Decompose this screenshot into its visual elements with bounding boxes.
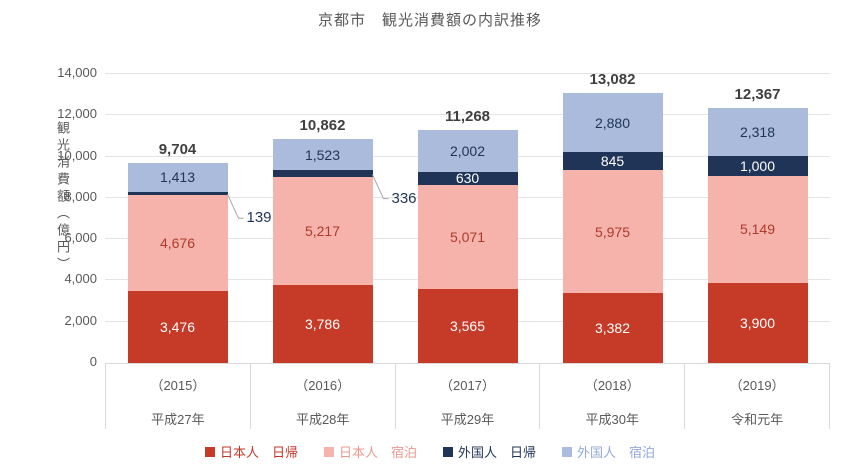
bar-segment-value: 5,071 [449,229,486,246]
chart-legend: 日本人 日帰 日本人 宿泊 外国人 日帰 外国人 宿泊 [0,442,860,461]
bar-segment: 5,217 [272,177,373,285]
bar-segment-value: 5,975 [594,223,631,240]
bar-segment: 5,975 [562,169,663,294]
bar-segment: 1,413 [127,162,228,192]
callout-value-label: 336 [391,189,417,207]
gridline [105,114,830,116]
callout-value-label: 139 [246,209,272,227]
legend-swatch [443,446,453,457]
bar-segment-value: 2,002 [449,143,486,160]
category-label-era: 令和元年 [731,412,784,427]
legend-item: 外国人 宿泊 [562,442,655,461]
bar-total-label: 12,367 [734,85,781,103]
bar-segment-value: 845 [600,153,625,170]
y-tick-label: 10,000 [57,147,97,163]
legend-label: 日本人 日帰 [219,445,298,460]
chart-title: 京都市 観光消費額の内訳推移 [317,12,542,29]
category-cell: （2019） 令和元年 [685,364,830,429]
bar-segment: 1,000 [707,155,808,177]
bar-column: 3,476 4,676 1,413 [127,162,228,363]
bar-column: 3,900 5,149 1,000 2,318 [707,107,808,363]
bar-total-label: 11,268 [444,108,491,126]
bar-total-label: 10,862 [299,116,346,134]
bar-segment: 2,002 [417,130,518,172]
bar-segment-value: 5,217 [304,223,341,240]
x-axis-category-labels: （2015） 平成27年 （2016） 平成28年 （2017） 平成29年 （2018） 平… [105,363,830,429]
category-label-year: （2019） [729,378,785,393]
bar-segment: 5,071 [417,184,518,290]
bar-segment-value: 2,880 [594,114,631,131]
bar-segment-value: 5,149 [739,221,776,238]
legend-label: 外国人 宿泊 [577,445,656,460]
y-tick-label: 2,000 [64,312,97,328]
bar-segment [272,170,373,178]
bar-total-label: 9,704 [158,140,197,158]
y-axis-title: 観光消費額（億円） [55,121,70,274]
bar-segment: 3,900 [707,282,808,363]
category-label-year: （2015） [150,378,206,393]
y-tick-label: 8,000 [64,188,97,204]
bar-segment: 1,523 [272,138,373,171]
bar-segment-value: 4,676 [159,234,196,251]
callout-leader-line [372,174,389,200]
category-label-year: （2016） [295,378,351,393]
bar-total-label: 13,082 [589,70,636,88]
bar-segment: 845 [562,152,663,170]
bar-segment-value: 3,476 [159,319,196,336]
bar-segment: 630 [417,170,518,187]
bar-segment: 4,676 [127,194,228,292]
legend-item: 日本人 日帰 [204,442,298,461]
bar-segment: 3,382 [562,293,663,363]
category-cell: （2016） 平成28年 [251,364,396,429]
bar-segment-value: 3,382 [594,320,631,337]
y-tick-label: 6,000 [64,230,97,246]
bar-segment-value: 3,900 [739,314,776,331]
bar-column: 3,565 5,071 630 2,002 [417,130,518,363]
bar-segment [127,191,228,195]
legend-swatch [562,446,573,457]
category-label-era: 平成28年 [295,412,350,427]
category-label-year: （2017） [440,378,495,393]
legend-swatch [323,446,334,457]
y-tick-label: 4,000 [64,271,97,287]
bar-segment-value: 1,523 [304,146,341,163]
bar-segment: 5,149 [707,176,808,283]
callout-leader-line [227,194,244,219]
bar-segment-value: 630 [455,170,480,187]
legend-swatch [204,446,215,457]
bar-segment: 2,318 [707,107,808,156]
legend-item: 日本人 宿泊 [323,442,417,461]
category-cell: （2017） 平成29年 [396,364,541,429]
y-tick-label: 0 [89,354,97,369]
gridline [105,73,830,74]
legend-label: 外国人 日帰 [458,445,537,460]
category-label-era: 平成29年 [440,412,495,427]
plot-area: 139 3,476 4,676 1,413 9,704 336 3,786 5,217 1,52… [105,70,830,363]
category-label-era: 平成30年 [585,412,640,427]
bar-segment-value: 3,786 [304,315,341,332]
category-label-era: 平成27年 [151,412,205,427]
bar-segment: 2,880 [562,92,663,153]
category-label-year: （2018） [584,378,640,393]
bar-segment: 3,565 [417,289,518,363]
bar-segment-value: 1,413 [159,169,196,186]
bar-segment-value: 2,318 [739,123,776,140]
category-cell: （2015） 平成27年 [105,364,251,429]
legend-label: 日本人 宿泊 [338,445,417,460]
y-tick-label: 14,000 [57,65,97,80]
y-axis-tick-labels: 0 2,000 4,000 6,000 8,000 10,000 12,000 14,000 [0,65,97,369]
bar-column: 3,786 5,217 1,523 [272,138,373,363]
bar-segment: 3,786 [272,284,373,363]
category-cell: （2018） 平成30年 [540,364,686,429]
bar-segment-value: 3,565 [449,318,486,335]
bar-segment: 3,476 [127,291,228,363]
legend-item: 外国人 日帰 [443,442,536,461]
bar-segment-value: 1,000 [739,157,776,174]
y-tick-label: 12,000 [57,106,97,122]
bar-column: 3,382 5,975 845 2,880 [562,92,663,363]
